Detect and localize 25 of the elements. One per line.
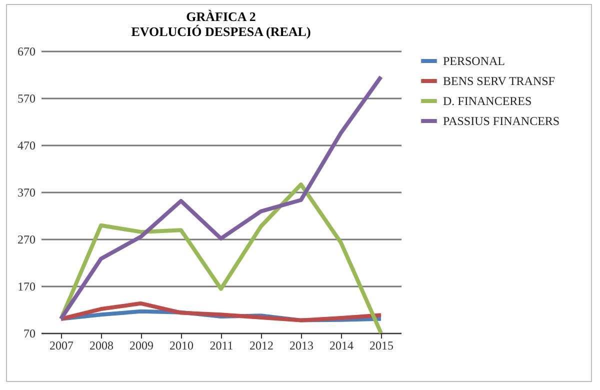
line-series (59, 182, 383, 335)
x-tick-label: 2013 (290, 338, 314, 352)
chart-title: GRÀFICA 2 (186, 9, 256, 24)
line-series (59, 301, 383, 322)
x-tick-label: 2009 (130, 338, 154, 352)
y-tick-label: 270 (18, 232, 36, 246)
x-tick-label: 2007 (50, 338, 74, 352)
y-tick-label: 570 (18, 92, 36, 106)
x-tick-label: 2012 (250, 338, 274, 352)
x-tick-label: 2011 (210, 338, 234, 352)
x-tick-label: 2010 (170, 338, 194, 352)
legend-label: PASSIUS FINANCERS (443, 114, 560, 128)
x-tick-label: 2015 (370, 338, 394, 352)
y-tick-label: 370 (18, 186, 36, 200)
y-tick-label: 470 (18, 138, 36, 152)
y-tick-label: 670 (18, 44, 36, 58)
y-tick-label: 70 (24, 326, 36, 340)
chart-subtitle: EVOLUCIÓ DESPESA (REAL) (131, 24, 311, 39)
line-series (59, 74, 383, 321)
y-tick-label: 170 (18, 280, 36, 294)
x-tick-label: 2008 (90, 338, 114, 352)
legend-label: PERSONAL (443, 54, 506, 68)
legend-label: D. FINANCERES (443, 94, 532, 108)
legend-label: BENS SERV TRANSF (443, 74, 556, 88)
x-tick-label: 2014 (330, 338, 354, 352)
